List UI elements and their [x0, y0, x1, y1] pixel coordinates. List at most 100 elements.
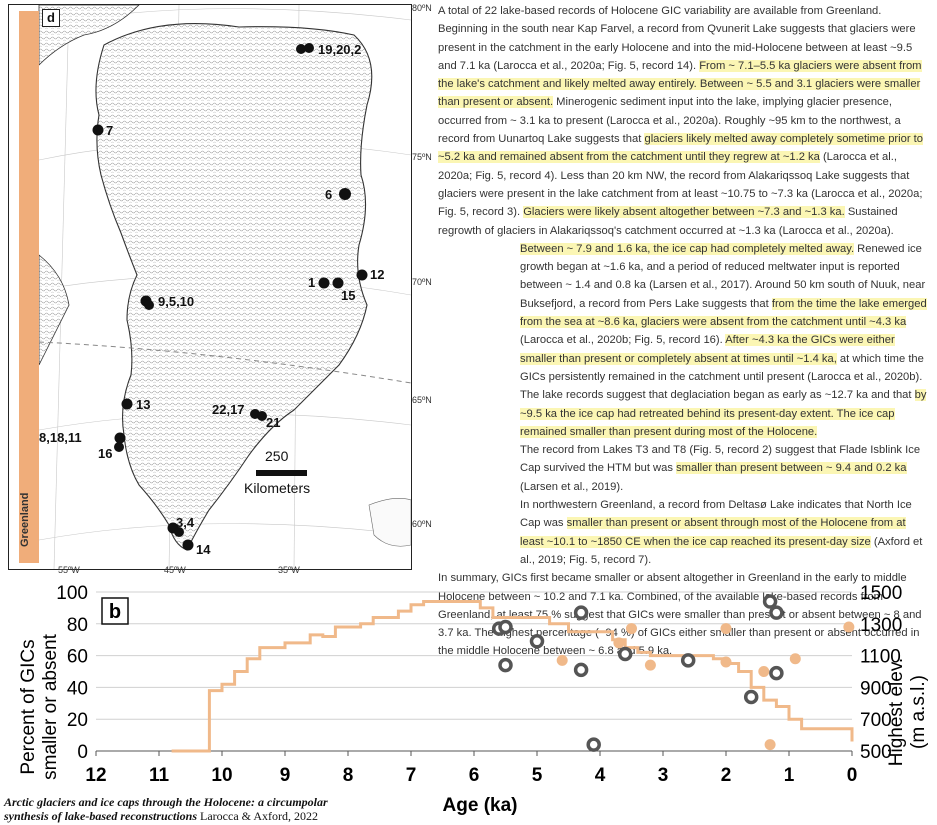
site-label: 6 — [325, 187, 333, 202]
x-tick-label: 5 — [532, 765, 543, 786]
x-tick-label: 2 — [721, 765, 732, 786]
body-text: In northwestern Greenland, a record from… — [520, 499, 912, 530]
dark-data-point — [573, 605, 589, 620]
body-text: Minerogenic sediment input into the lake… — [438, 96, 901, 146]
site-label: 8,18,11 — [39, 430, 82, 445]
caption-title-line-2: synthesis of lake-based reconstructions — [4, 809, 198, 823]
orange-data-point — [758, 666, 770, 677]
x-tick-label: 9 — [280, 765, 291, 786]
x-tick-label: 6 — [469, 765, 480, 786]
body-text: Renewed ice growth began at ~1.6 ka, and… — [520, 242, 926, 310]
panel-label-b: b — [109, 601, 121, 623]
dark-data-point — [769, 665, 784, 681]
right-tick-label: 1500 — [860, 583, 902, 604]
highlighted-text: Glaciers were likely absent altogether b… — [523, 206, 845, 219]
body-text: (Axford et al., 2019; Fig. 5, record 7). — [520, 535, 923, 566]
site-label: 3,4 — [176, 515, 195, 530]
scale-unit: Kilometers — [244, 480, 311, 496]
x-tick-label: 3 — [658, 765, 669, 786]
panel-label-d: d — [42, 9, 60, 27]
orange-data-point — [720, 656, 732, 668]
lat-label: 80ºN — [412, 3, 432, 13]
x-tick-label: 11 — [149, 765, 170, 786]
dark-data-point — [743, 689, 759, 705]
right-tick-label: 1100 — [860, 647, 901, 668]
body-text: at which time the GICs persistently rema… — [520, 352, 924, 383]
y-tick-label: 100 — [56, 583, 88, 604]
chart-panel-b: 0 20 40 60 80 100 500 700 900 1100 1300 1500 12 11 10 9… — [0, 575, 937, 825]
y-tick-label: 80 — [67, 615, 88, 636]
dark-data-point — [617, 646, 633, 662]
lat-label: 70ºN — [412, 277, 432, 287]
lake-site-dots — [92, 43, 368, 551]
paragraph-1: A total of 22 lake-based records of Holo… — [438, 2, 932, 240]
site-label: 13 — [136, 397, 151, 412]
orange-data-point — [556, 654, 568, 666]
site-label: 14 — [196, 542, 211, 557]
orange-data-point — [764, 739, 776, 751]
right-axis-label: Highest elev.(m a.s.l.) — [886, 658, 929, 766]
dark-data-point — [573, 662, 589, 678]
paragraph-2: Between ~ 7.9 and 1.6 ka, the ice cap ha… — [438, 240, 932, 386]
scale-value: 250 — [265, 448, 289, 464]
percent-series-line — [171, 600, 854, 753]
right-tick-label: 900 — [860, 678, 892, 699]
x-tick-label: 4 — [595, 765, 606, 786]
dark-data-point — [769, 605, 784, 620]
orange-data-point — [626, 623, 637, 635]
site-label: 21 — [266, 415, 281, 430]
x-tick-label: 8 — [343, 765, 354, 786]
lon-label: 55ºW — [58, 565, 80, 575]
site-label: 22,17 — [212, 402, 245, 417]
body-text: The lake records suggest that deglaciati… — [520, 389, 915, 402]
right-tick-label: 1300 — [860, 615, 902, 636]
right-tick-label: 700 — [860, 710, 892, 731]
lon-label: 45ºW — [164, 565, 186, 575]
lon-label: 35ºW — [278, 565, 300, 575]
paragraph-5: In northwestern Greenland, a record from… — [438, 496, 932, 569]
x-tick-label: 0 — [847, 765, 858, 786]
body-text: (Larocca et al., 2020a; Fig. 5, record 4… — [438, 151, 923, 219]
site-label: 12 — [370, 267, 385, 282]
paper-text: A total of 22 lake-based records of Holo… — [438, 2, 932, 661]
region-label: Greenland — [19, 492, 31, 548]
orange-data-point — [789, 653, 801, 665]
orange-data-point — [644, 659, 656, 671]
greenland-map — [38, 5, 411, 569]
site-label: 16 — [98, 446, 113, 461]
lat-label: 60ºN — [412, 519, 432, 529]
lat-label: 75ºN — [412, 152, 432, 162]
paragraph-6: In summary, GICs first became smaller or… — [438, 569, 932, 660]
x-tick-label: 12 — [85, 765, 106, 786]
dark-data-point — [498, 657, 513, 673]
site-label: 7 — [106, 123, 114, 138]
orange-data-point — [843, 621, 855, 633]
y-axis-label: Percent of GICssmaller or absent — [18, 633, 61, 779]
x-tick-label: 10 — [211, 765, 232, 786]
y-tick-label: 40 — [67, 678, 88, 699]
x-axis-label: Age (ka) — [443, 795, 518, 816]
lat-label: 65ºN — [412, 395, 432, 405]
site-label: 19,20,2 — [318, 42, 362, 57]
paragraph-4: The record from Lakes T3 and T8 (Fig. 5,… — [438, 441, 932, 496]
x-tick-label: 1 — [784, 765, 795, 786]
right-tick-label: 500 — [860, 742, 892, 763]
figure-caption: Arctic glaciers and ice caps through the… — [4, 795, 328, 823]
y-tick-label: 20 — [67, 710, 88, 731]
orange-data-point — [613, 637, 625, 649]
highlighted-text: smaller than present or absent through m… — [520, 517, 906, 548]
highlighted-text: smaller than present between ~ 9.4 and 0… — [676, 462, 907, 475]
highlighted-text: Between ~ 7.9 and 1.6 ka, the ice cap ha… — [520, 242, 855, 255]
caption-title-line-1: Arctic glaciers and ice caps through the… — [4, 795, 328, 809]
paragraph-3: The lake records suggest that deglaciati… — [438, 386, 932, 441]
y-tick-label: 60 — [67, 647, 88, 668]
body-text: In summary, GICs first became smaller or… — [438, 572, 922, 658]
body-text: A total of 22 lake-based records of Holo… — [438, 5, 916, 72]
body-text: Sustained regrowth of glaciers in Alakar… — [438, 206, 898, 237]
site-label: 1 — [308, 275, 316, 290]
body-text: (Larocca et al., 2020b; Fig. 5, record 1… — [520, 334, 726, 347]
site-label: 15 — [341, 288, 356, 303]
dark-data-point — [680, 653, 696, 668]
dark-data-point — [498, 619, 513, 635]
panel-label-box — [101, 597, 129, 625]
